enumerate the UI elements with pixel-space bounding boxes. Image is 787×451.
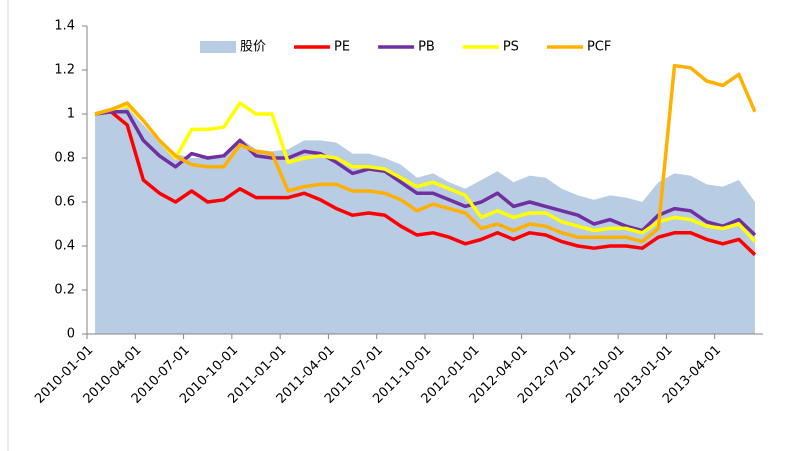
legend-label: 股价 (240, 40, 266, 55)
line (94, 63, 757, 244)
line (94, 110, 757, 237)
y-tick-label: 0.4 (54, 239, 75, 254)
legend-label: PS (503, 40, 519, 55)
y-tick-label: 0 (67, 327, 75, 342)
legend-label: PE (334, 40, 350, 55)
legend-swatch (200, 41, 236, 53)
area (95, 107, 755, 335)
line (94, 101, 757, 243)
legend-label: PCF (587, 40, 611, 55)
y-tick-label: 0.6 (54, 195, 75, 210)
y-tick-label: 1.4 (54, 19, 75, 34)
y-tick-label: 1.2 (54, 63, 75, 78)
line (94, 110, 757, 257)
y-tick-label: 0.8 (54, 151, 75, 166)
y-tick-label: 0.2 (54, 283, 75, 298)
y-tick-label: 1 (67, 107, 75, 122)
legend-label: PB (418, 40, 435, 55)
